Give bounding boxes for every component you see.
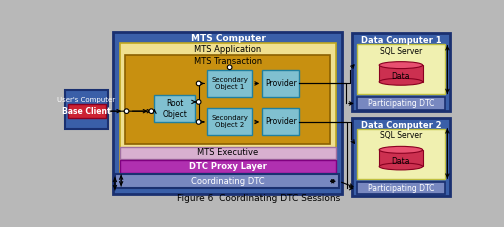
Text: Participating DTC: Participating DTC: [368, 184, 434, 193]
Bar: [352, 118, 450, 196]
Ellipse shape: [379, 62, 422, 69]
Ellipse shape: [379, 78, 422, 85]
Text: Participating DTC: Participating DTC: [368, 99, 434, 108]
Text: MTS Application: MTS Application: [195, 45, 262, 54]
Bar: [352, 33, 450, 111]
Bar: [125, 55, 331, 143]
Bar: [119, 160, 336, 173]
Bar: [113, 32, 342, 194]
Circle shape: [149, 109, 154, 114]
Circle shape: [227, 65, 232, 70]
Text: MTS Executive: MTS Executive: [198, 148, 259, 157]
Bar: [262, 70, 299, 96]
Circle shape: [124, 109, 129, 114]
Text: SQL Server: SQL Server: [380, 131, 422, 140]
Bar: [357, 97, 445, 110]
Text: Data Computer 1: Data Computer 1: [360, 36, 441, 45]
Circle shape: [196, 120, 201, 124]
Text: Secondary
Object 1: Secondary Object 1: [211, 77, 248, 90]
Text: Data Computer 2: Data Computer 2: [360, 121, 441, 130]
Text: Figure 6  Coordinating DTC Sessions: Figure 6 Coordinating DTC Sessions: [177, 195, 340, 203]
Bar: [119, 147, 336, 159]
Text: User's Computer: User's Computer: [57, 97, 115, 103]
Text: Base Client: Base Client: [62, 107, 110, 116]
Bar: [119, 43, 336, 172]
Ellipse shape: [379, 163, 422, 170]
Text: Secondary
Object 2: Secondary Object 2: [211, 116, 248, 128]
Circle shape: [196, 100, 201, 104]
Text: MTS Transaction: MTS Transaction: [194, 57, 262, 66]
Bar: [207, 108, 252, 135]
Bar: [357, 129, 445, 179]
Bar: [379, 150, 422, 166]
Ellipse shape: [379, 146, 422, 153]
Text: Root
Object: Root Object: [162, 99, 187, 118]
Text: DTC Proxy Layer: DTC Proxy Layer: [189, 162, 267, 171]
Bar: [357, 44, 445, 94]
Bar: [115, 174, 339, 188]
Text: Coordinating DTC: Coordinating DTC: [191, 177, 265, 186]
Bar: [357, 182, 445, 194]
Text: Provider: Provider: [265, 79, 297, 88]
Bar: [207, 70, 252, 96]
Bar: [68, 104, 106, 118]
Text: MTS Computer: MTS Computer: [191, 34, 266, 43]
Text: Data: Data: [392, 72, 410, 81]
Bar: [262, 108, 299, 135]
Bar: [154, 95, 195, 122]
Bar: [379, 65, 422, 82]
Text: SQL Server: SQL Server: [380, 47, 422, 56]
Circle shape: [196, 81, 201, 86]
Bar: [66, 90, 108, 129]
Text: Provider: Provider: [265, 117, 297, 126]
Text: Data: Data: [392, 157, 410, 166]
